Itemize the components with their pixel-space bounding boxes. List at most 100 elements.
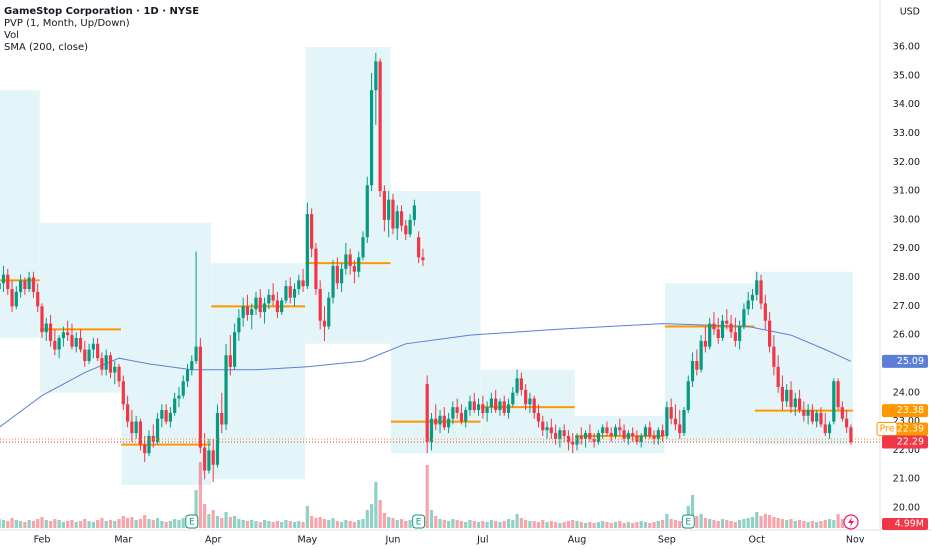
volume-bar [241, 520, 245, 528]
candle-body [91, 343, 95, 350]
volume-bar [258, 522, 262, 528]
candle-body [451, 407, 455, 419]
candle-body [113, 366, 117, 373]
volume-bar [716, 521, 720, 528]
candle-body [327, 297, 331, 327]
icon-bolt [848, 517, 854, 527]
candle-body [669, 407, 673, 419]
volume-bar [703, 518, 707, 528]
candle-body [387, 199, 391, 220]
candle-body [648, 427, 652, 436]
y-tick-label: 31.00 [893, 186, 920, 197]
volume-bar [151, 520, 155, 528]
candle-body [391, 199, 395, 229]
volume-bar [789, 519, 793, 528]
volume-bar [438, 519, 442, 528]
volume-bar [558, 523, 562, 528]
price-label-box [882, 435, 928, 449]
volume-bar [494, 521, 498, 528]
candle-body [690, 361, 695, 382]
candle-body [0, 283, 1, 290]
lightning-icon[interactable] [843, 514, 859, 530]
volume-bar [173, 519, 177, 528]
volume-bar [562, 522, 566, 528]
volume-bar [592, 523, 596, 528]
volume-bar [823, 520, 827, 528]
volume-bar [712, 520, 716, 528]
candle-body [254, 297, 258, 310]
currency-label: USD [900, 7, 920, 18]
candle-body [815, 412, 819, 422]
candle-body [729, 323, 733, 333]
volume-bar [250, 520, 254, 528]
candle-body [305, 214, 309, 287]
volume-bar [742, 519, 746, 528]
volume-bar [220, 518, 224, 528]
candle-body [322, 320, 327, 327]
candle-body [374, 61, 378, 91]
candle-body [70, 335, 74, 347]
volume-bar [83, 519, 87, 528]
candle-body [438, 415, 442, 425]
candle-body [408, 219, 412, 235]
volume-bar [738, 520, 742, 528]
candle-body [626, 433, 630, 439]
volume-bar [665, 514, 669, 528]
legend-entry[interactable]: SMA (200, close) [4, 42, 88, 53]
volume-bar [519, 518, 523, 528]
candle-body [361, 237, 365, 258]
candle-body [404, 225, 408, 235]
volume-bar [515, 514, 519, 528]
volume-bar [468, 520, 472, 528]
y-tick-label: 30.00 [893, 214, 920, 225]
volume-bar [481, 521, 485, 528]
candle-body [682, 410, 686, 434]
volume-bar [78, 521, 83, 528]
volume-bar [357, 520, 361, 528]
candle-body [224, 355, 228, 425]
candle-body [494, 398, 498, 411]
volume-bar [661, 520, 665, 528]
volume-bar [434, 516, 438, 528]
candle-body [840, 407, 844, 419]
volume-bar [310, 516, 314, 528]
legend-entry[interactable]: PVP (1, Month, Up/Down) [4, 18, 130, 29]
volume-bar [840, 519, 844, 528]
candle-body [613, 427, 618, 436]
volume-bar [554, 522, 558, 528]
volume-bar [815, 522, 819, 528]
profile-box [480, 369, 575, 454]
y-tick-label: 27.00 [893, 301, 920, 312]
earnings-marker [681, 514, 695, 529]
candle-body [622, 430, 626, 439]
candle-body [134, 421, 138, 434]
volume-bar [643, 522, 648, 528]
candle-body [442, 415, 446, 428]
volume-bar [797, 520, 802, 528]
candle-body [19, 280, 23, 292]
candle-body [14, 291, 18, 307]
pre-label: Pre [879, 424, 894, 435]
candle-body [845, 418, 849, 428]
volume-bar [348, 521, 352, 528]
volume-bar [352, 522, 357, 528]
candle-body [549, 427, 553, 434]
earnings-marker [412, 514, 426, 529]
candle-body [194, 346, 198, 362]
volume-bar [776, 518, 780, 528]
volume-bar [605, 522, 609, 528]
volume-bar [322, 519, 327, 528]
legend-entry[interactable]: Vol [4, 30, 19, 41]
candle-body [836, 381, 840, 408]
volume-bar [541, 520, 545, 528]
candle-body [250, 309, 254, 315]
volume-bar [91, 522, 95, 528]
volume-bar [369, 504, 374, 528]
volume-bar [66, 521, 70, 528]
volume-bar [528, 521, 532, 528]
profile-box [305, 47, 391, 344]
candle-body [271, 294, 275, 301]
candle-body [592, 438, 596, 442]
